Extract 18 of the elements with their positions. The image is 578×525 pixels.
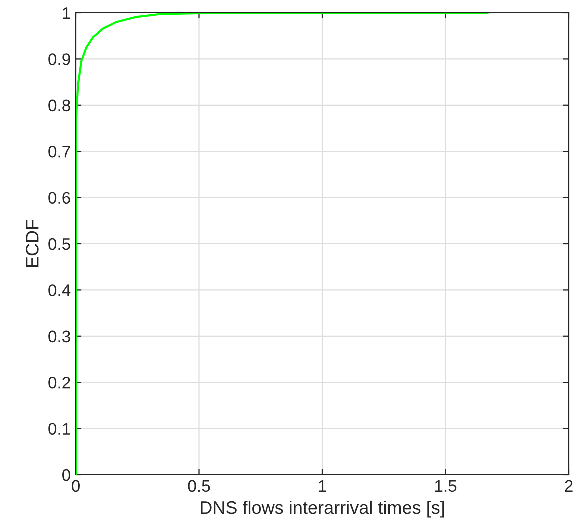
y-tick-label: 0.3	[48, 330, 70, 343]
y-tick-label: 1	[63, 8, 70, 20]
x-tick-label: 0.5	[188, 480, 210, 492]
y-axis-title: ECDF	[26, 220, 39, 268]
y-tick-label: 0	[62, 469, 70, 482]
y-tick-label: 0.6	[48, 192, 70, 204]
y-tick-label: 0.7	[48, 146, 70, 158]
y-tick-label: 0.1	[48, 423, 70, 436]
x-tick-label: 2	[565, 480, 573, 492]
y-tick-label: 0.8	[48, 100, 70, 112]
x-axis-title: DNS flows interarrival times [s]	[201, 500, 444, 518]
y-tick-label: 0.9	[48, 54, 70, 66]
x-tick-label: 0	[72, 480, 80, 492]
x-tick-label: 1	[319, 480, 326, 492]
y-tick-label: 0.2	[48, 377, 70, 389]
y-tick-label: 0.5	[48, 238, 70, 250]
x-tick-label: 1.5	[435, 480, 457, 492]
y-tick-label: 0.4	[48, 284, 71, 296]
